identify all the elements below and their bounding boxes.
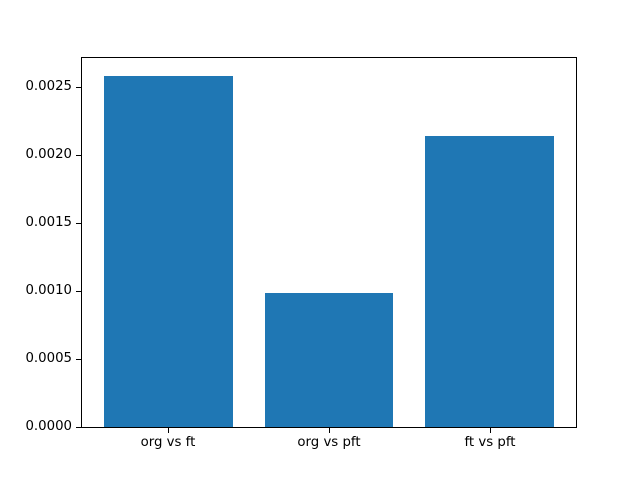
y-tick-label: 0.0015: [25, 215, 72, 230]
y-tick-mark: [76, 87, 81, 88]
y-tick-label: 0.0020: [25, 147, 72, 162]
y-tick-label: 0.0005: [25, 351, 72, 366]
x-tick-label-org-vs-pft: org vs pft: [297, 435, 361, 450]
y-tick-label: 0.0025: [25, 79, 72, 94]
y-tick-mark: [76, 223, 81, 224]
x-tick-mark: [168, 428, 169, 433]
y-tick-mark: [76, 291, 81, 292]
y-tick-mark: [76, 427, 81, 428]
y-tick-mark: [76, 155, 81, 156]
x-tick-label-org-vs-ft: org vs ft: [140, 435, 196, 450]
y-tick-mark: [76, 359, 81, 360]
y-tick-label: 0.0000: [25, 419, 72, 434]
x-tick-label-ft-vs-pft: ft vs pft: [464, 435, 516, 450]
bar-org-vs-ft: [104, 75, 233, 427]
plot-area: [81, 57, 577, 428]
x-tick-mark: [490, 428, 491, 433]
y-tick-label: 0.0010: [25, 283, 72, 298]
bar-org-vs-pft: [264, 293, 394, 427]
bar-ft-vs-pft: [425, 136, 554, 427]
x-tick-mark: [329, 428, 330, 433]
